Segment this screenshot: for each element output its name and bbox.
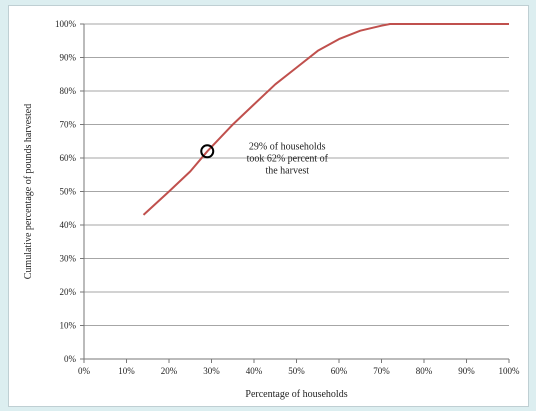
x-tick-label: 50%: [288, 366, 305, 376]
chart-panel: 0% 10% 20% 30% 40% 50% 60% 70% 80% 90% 100% 0% 10% 20…: [8, 5, 529, 407]
y-tick-label: 100%: [55, 19, 77, 29]
x-tick-label: 10%: [118, 366, 135, 376]
x-tick-label: 90%: [458, 366, 475, 376]
y-tick-label: 10%: [60, 321, 77, 331]
cumulative-harvest-chart: 0% 10% 20% 30% 40% 50% 60% 70% 80% 90% 100% 0% 10% 20…: [23, 19, 521, 400]
annotation-text: the harvest: [265, 165, 309, 176]
y-tick-label: 60%: [60, 153, 77, 163]
x-tick-label: 70%: [373, 366, 390, 376]
x-tick-label: 100%: [499, 366, 521, 376]
x-tick-label: 0%: [78, 366, 91, 376]
y-tick-label: 40%: [60, 220, 77, 230]
y-tick-label: 0%: [64, 354, 77, 364]
y-tick-label: 30%: [60, 254, 77, 264]
x-axis-title: Percentage of households: [245, 389, 347, 400]
y-tick-label: 50%: [60, 187, 77, 197]
y-tick-label: 70%: [60, 120, 77, 130]
x-tick-label: 30%: [203, 366, 220, 376]
y-axis-title: Cumulative percentage of pounds harveste…: [23, 104, 34, 280]
x-tick-label: 60%: [331, 366, 348, 376]
annotation-text: 29% of households: [249, 141, 326, 152]
y-tick-label: 90%: [60, 53, 77, 63]
series-line: [142, 23, 509, 216]
annotation-marker: [200, 144, 215, 159]
y-tick-label: 20%: [60, 287, 77, 297]
x-tick-label: 20%: [161, 366, 178, 376]
x-tick-label: 80%: [416, 366, 433, 376]
x-tick-label: 40%: [246, 366, 263, 376]
annotation-text: took 62% percent of: [247, 153, 329, 164]
y-tick-label: 80%: [60, 86, 77, 96]
